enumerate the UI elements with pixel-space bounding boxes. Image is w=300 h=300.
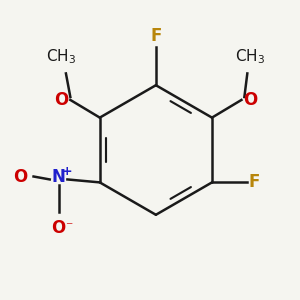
Text: ⁻: ⁻: [65, 220, 72, 234]
Text: +: +: [61, 165, 72, 178]
Text: O: O: [51, 219, 66, 237]
Text: F: F: [249, 173, 260, 191]
Text: O: O: [55, 91, 69, 109]
Text: N: N: [52, 168, 65, 186]
Text: CH$_3$: CH$_3$: [46, 47, 76, 66]
Text: O: O: [14, 167, 28, 185]
Text: O: O: [243, 91, 257, 109]
Text: CH$_3$: CH$_3$: [235, 47, 265, 66]
Text: F: F: [150, 28, 162, 46]
